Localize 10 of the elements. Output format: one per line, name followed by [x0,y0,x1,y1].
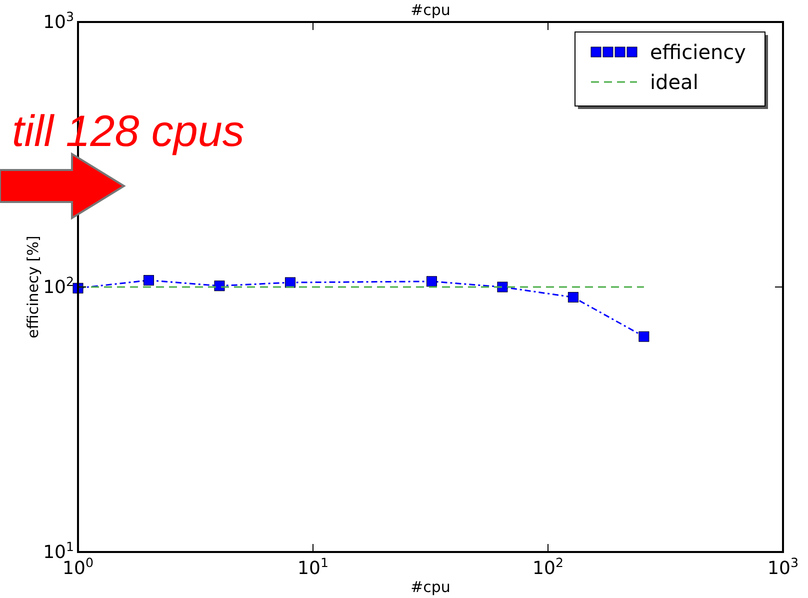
x-axis-title: #cpu [410,578,450,596]
legend-label: efficiency [650,40,746,64]
legend-label: ideal [650,70,698,94]
x-tick-label: 10$^{1}$ [298,554,328,579]
y-axis-title: efficinecy [%] [24,236,42,338]
y-tick-label: 10$^{3}$ [43,8,74,33]
y-tick-label: 10$^{2}$ [43,274,74,298]
x-tick-label: 10$^{2}$ [532,554,564,579]
chart-title: #cpu [410,1,450,19]
x-tick-label: 10$^{3}$ [768,554,798,579]
